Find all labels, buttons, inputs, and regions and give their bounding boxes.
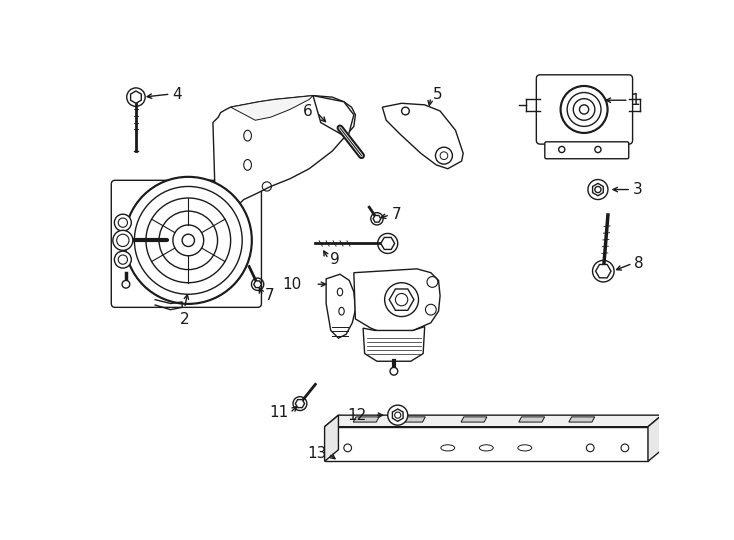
Polygon shape (373, 215, 381, 222)
FancyBboxPatch shape (112, 180, 261, 307)
Text: 7: 7 (264, 288, 275, 303)
Text: 10: 10 (283, 276, 302, 292)
Polygon shape (363, 327, 425, 361)
Text: 3: 3 (633, 182, 642, 197)
Circle shape (390, 367, 398, 375)
Polygon shape (393, 409, 403, 421)
FancyBboxPatch shape (545, 142, 629, 159)
Circle shape (115, 251, 131, 268)
Text: 12: 12 (348, 408, 367, 423)
Text: 5: 5 (432, 86, 442, 102)
Bar (324, 427, 648, 461)
Polygon shape (381, 238, 395, 249)
Polygon shape (295, 400, 305, 408)
Polygon shape (389, 289, 414, 310)
Text: 11: 11 (269, 406, 288, 420)
Circle shape (115, 214, 131, 231)
Polygon shape (519, 417, 545, 422)
Circle shape (122, 280, 130, 288)
Polygon shape (230, 96, 313, 120)
Circle shape (560, 85, 608, 133)
Polygon shape (254, 281, 261, 288)
Text: 13: 13 (308, 446, 327, 461)
Circle shape (588, 179, 608, 200)
Polygon shape (213, 96, 355, 238)
Text: 8: 8 (634, 256, 644, 271)
Polygon shape (324, 415, 662, 427)
Text: 7: 7 (391, 207, 401, 222)
Text: 1: 1 (631, 93, 640, 107)
Polygon shape (569, 417, 595, 422)
Polygon shape (595, 265, 611, 278)
Polygon shape (324, 415, 338, 461)
Text: 2: 2 (180, 312, 189, 327)
Polygon shape (354, 269, 440, 334)
Polygon shape (382, 103, 463, 168)
Polygon shape (131, 91, 141, 103)
Polygon shape (592, 184, 603, 195)
Polygon shape (313, 96, 354, 138)
Text: 9: 9 (330, 252, 340, 267)
Circle shape (113, 231, 133, 251)
Text: 6: 6 (303, 104, 313, 118)
Polygon shape (648, 415, 662, 461)
Circle shape (124, 177, 252, 304)
FancyBboxPatch shape (537, 75, 633, 144)
Text: 4: 4 (172, 86, 182, 102)
Polygon shape (326, 274, 355, 338)
Circle shape (385, 283, 418, 316)
Polygon shape (399, 417, 425, 422)
Polygon shape (461, 417, 487, 422)
Circle shape (388, 405, 408, 425)
Polygon shape (353, 417, 379, 422)
